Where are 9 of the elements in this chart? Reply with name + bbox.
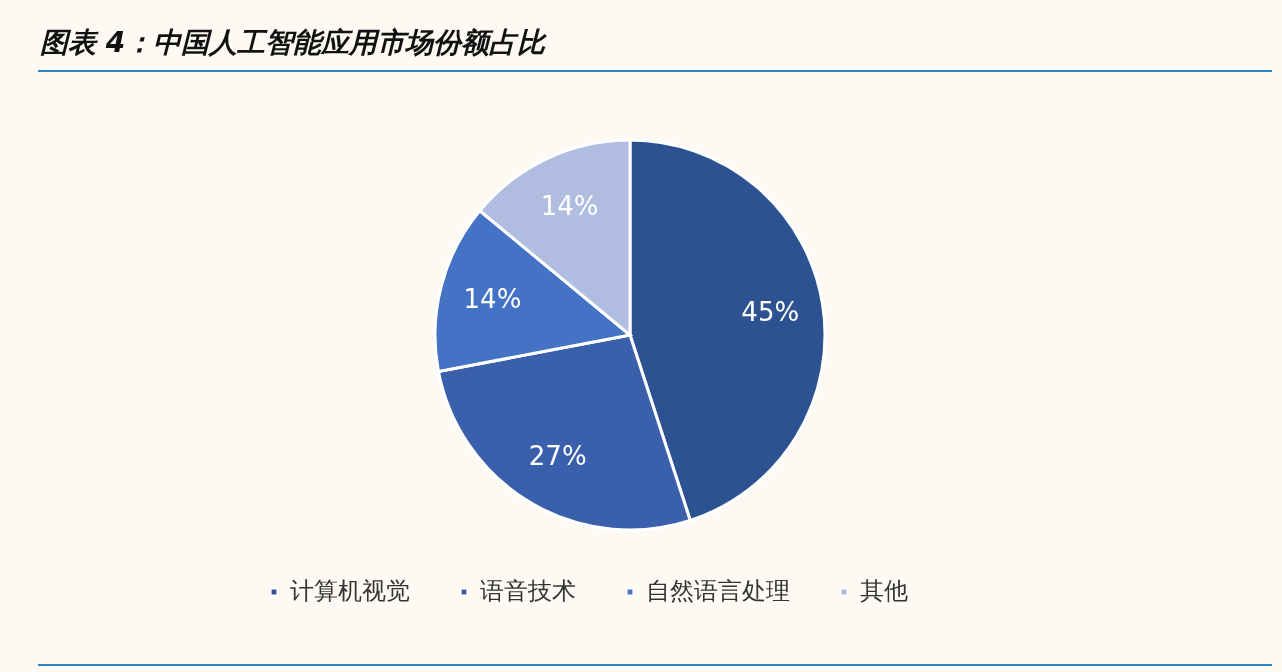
data-label: 14% [540, 190, 599, 221]
legend-label: 语音技术 [480, 577, 576, 605]
chart-title: 图表 4：中国人工智能应用市场份额占比 [40, 25, 546, 61]
data-label: 14% [463, 283, 522, 314]
data-label: 27% [528, 441, 587, 472]
legend-label: 计算机视觉 [290, 577, 410, 605]
data-label: 45% [741, 296, 800, 327]
legend-label: 自然语言处理 [646, 577, 790, 605]
legend-label: 其他 [860, 577, 908, 605]
